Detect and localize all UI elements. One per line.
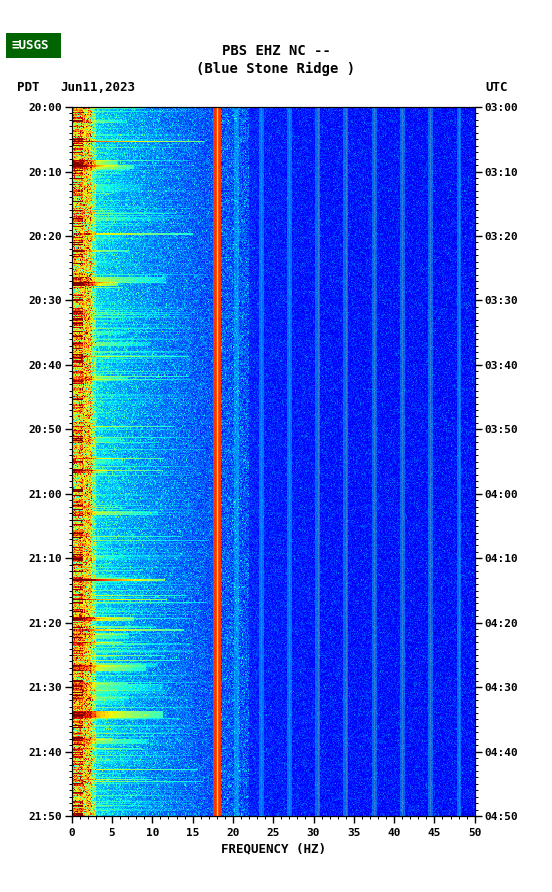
Text: (Blue Stone Ridge ): (Blue Stone Ridge ): [197, 62, 355, 76]
Text: PBS EHZ NC --: PBS EHZ NC --: [221, 44, 331, 58]
Text: Jun11,2023: Jun11,2023: [61, 80, 136, 94]
Text: ≡USGS: ≡USGS: [12, 39, 49, 52]
Text: UTC: UTC: [486, 80, 508, 94]
Text: PDT: PDT: [17, 80, 39, 94]
X-axis label: FREQUENCY (HZ): FREQUENCY (HZ): [221, 842, 326, 855]
